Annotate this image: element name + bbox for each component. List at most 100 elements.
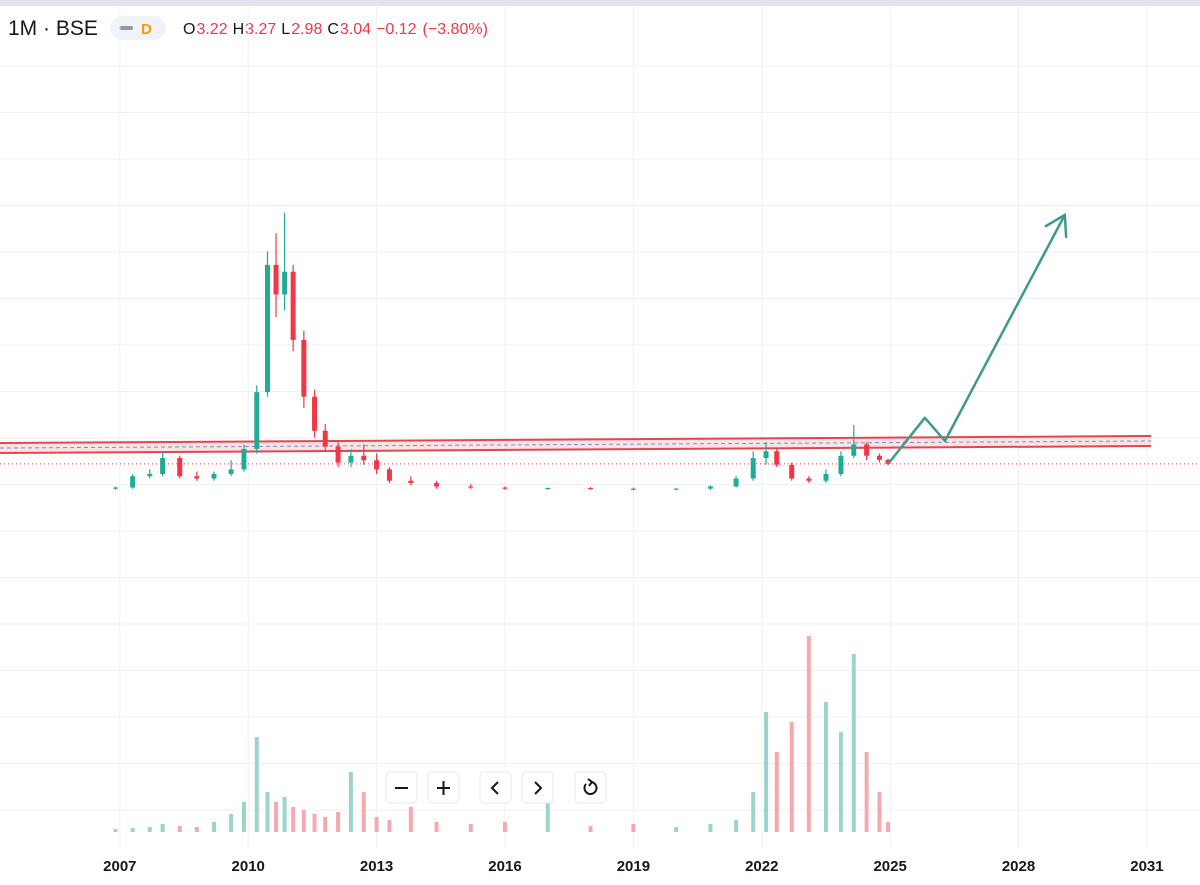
change: −0.12	[376, 21, 417, 38]
ohlc-group: O 3.22 H 3.27 L 2.98 C 3.04 −0.12 (−3.80%)	[183, 21, 488, 38]
candle-body	[254, 392, 260, 449]
volume-bar	[229, 814, 234, 832]
top-border	[0, 0, 1200, 6]
volume-bar	[774, 752, 779, 832]
volume-bar	[468, 824, 473, 832]
zoom-in-button[interactable]	[427, 771, 460, 804]
candle-body	[301, 339, 307, 397]
badge-icon	[119, 26, 133, 30]
volume-bar	[502, 822, 507, 832]
volume-bar	[274, 802, 279, 832]
ohlc-value: 3.27	[245, 21, 276, 38]
volume-bar	[194, 827, 199, 832]
symbol: 1M · BSE	[8, 17, 98, 40]
candle-body	[194, 476, 200, 479]
scroll-left-button[interactable]	[479, 771, 512, 804]
volume-bar	[323, 817, 328, 832]
volume-bar	[254, 737, 259, 832]
badge-pill	[110, 16, 166, 40]
volume-bar	[631, 824, 636, 832]
badge: D	[141, 21, 152, 38]
x-tick-label: 2016	[488, 858, 521, 875]
volume-bar	[282, 797, 287, 832]
candle-body	[763, 451, 769, 459]
candle-body	[160, 458, 166, 474]
x-tick-label: 2010	[232, 858, 265, 875]
x-tick-label: 2019	[617, 858, 650, 875]
candle-body	[588, 488, 594, 490]
ohlc-label: L	[281, 21, 290, 38]
candle-body	[386, 469, 392, 481]
volume-bar	[734, 820, 739, 832]
candle-body	[750, 458, 756, 479]
volume-bar	[348, 772, 353, 832]
ohlc-label: H	[233, 21, 245, 38]
volume-bar	[751, 792, 756, 832]
candle-body	[545, 488, 551, 490]
volume-bar	[387, 820, 392, 832]
x-tick-label: 2025	[873, 858, 906, 875]
x-tick-label: 2022	[745, 858, 778, 875]
volume-bar	[789, 722, 794, 832]
x-tick-label: 2013	[360, 858, 393, 875]
candle-body	[374, 460, 380, 470]
volume-bar	[374, 817, 379, 832]
volume-bar	[674, 827, 679, 832]
volume-bar	[113, 829, 118, 832]
volume-bar	[130, 828, 135, 832]
grid-background	[0, 20, 1200, 840]
ohlc-value: 3.04	[340, 21, 371, 38]
candle-body	[147, 473, 153, 477]
candle-body	[673, 488, 679, 490]
volume-bar	[408, 807, 413, 832]
candle-body	[774, 451, 780, 465]
candle-body	[434, 483, 440, 487]
candle-body	[130, 476, 136, 488]
candle-body	[113, 487, 119, 489]
scroll-right-button[interactable]	[521, 771, 554, 804]
volume-bar	[545, 802, 550, 832]
candle-body	[851, 444, 857, 456]
candle-body	[864, 444, 870, 456]
volume-bar	[806, 636, 811, 832]
volume-bar	[877, 792, 882, 832]
candle-body	[789, 464, 795, 479]
ohlc-value: 3.22	[196, 21, 227, 38]
candle-body	[806, 478, 812, 481]
candle-body	[211, 473, 217, 479]
candle-body	[228, 469, 234, 474]
candle-body	[885, 459, 891, 464]
candle-body	[264, 264, 270, 393]
candle-body	[312, 396, 318, 431]
x-tick-label: 2007	[103, 858, 136, 875]
zoom-out-button[interactable]	[385, 771, 418, 804]
volume-bar	[886, 822, 891, 832]
resistance-center	[0, 440, 1152, 449]
volume-bar	[312, 814, 317, 832]
volume-bar	[160, 824, 165, 832]
reset-button[interactable]	[574, 771, 607, 804]
candle-body	[273, 264, 279, 295]
volume-bar	[838, 732, 843, 832]
x-tick-label: 2031	[1130, 858, 1163, 875]
volume-bar	[708, 824, 713, 832]
candle-body	[241, 448, 247, 470]
candle-body	[335, 446, 341, 463]
candle-body	[823, 473, 829, 481]
ohlc-label: O	[183, 21, 195, 38]
candle-body	[630, 488, 636, 490]
x-tick-label: 2028	[1002, 858, 1035, 875]
candle-body	[177, 458, 183, 477]
candle-body	[876, 455, 882, 460]
volume-bar	[361, 792, 366, 832]
candle-body	[733, 478, 739, 487]
candle-body	[361, 455, 367, 461]
volume-bar	[147, 827, 152, 832]
candle-body	[502, 487, 508, 489]
candle-body	[322, 430, 328, 447]
resistance-edge	[0, 434, 1152, 445]
volume-bar	[764, 712, 769, 832]
volume-bar	[864, 752, 869, 832]
volume-bar	[823, 702, 828, 832]
